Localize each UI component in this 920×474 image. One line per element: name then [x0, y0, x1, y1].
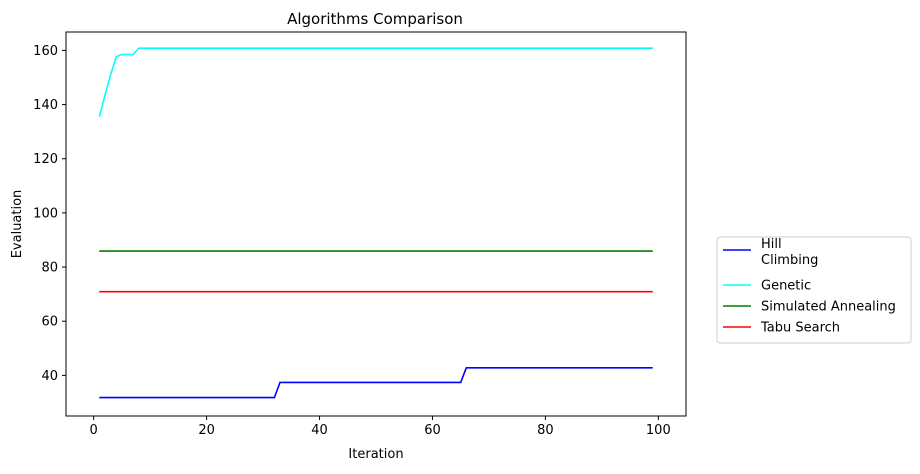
- x-tick-label: 80: [537, 423, 554, 438]
- x-tick-label: 0: [90, 423, 98, 438]
- chart-title: Algorithms Comparison: [287, 10, 463, 28]
- y-tick-label: 120: [33, 152, 58, 167]
- x-tick-label: 100: [646, 423, 671, 438]
- x-tick-label: 60: [424, 423, 441, 438]
- legend-label-tabu-search: Tabu Search: [760, 321, 840, 336]
- y-tick-label: 60: [41, 315, 58, 330]
- y-axis: 40 60 80 100 120 140 160: [33, 44, 66, 384]
- plot-area: [65, 31, 687, 417]
- series-layer: [98, 47, 653, 399]
- x-axis-label: Iteration: [348, 447, 403, 462]
- legend-label-genetic: Genetic: [761, 279, 811, 294]
- axes-frame: [65, 31, 687, 417]
- y-axis-label: Evaluation: [10, 190, 25, 259]
- y-tick-label: 100: [33, 206, 58, 221]
- x-tick-label: 20: [198, 423, 215, 438]
- y-tick-label: 40: [41, 369, 58, 384]
- legend-frame: [716, 236, 912, 344]
- y-tick-label: 140: [33, 98, 58, 113]
- series-line-genetic: [98, 47, 653, 118]
- y-tick-label: 160: [33, 44, 58, 59]
- legend-label-hill-climbing: Hill Climbing: [761, 237, 818, 268]
- legend: Hill Climbing Genetic Simulated Annealing Ta…: [716, 236, 912, 344]
- x-tick-label: 40: [311, 423, 328, 438]
- x-axis: 0 20 40 60 80 100: [90, 416, 671, 438]
- legend-label-line: Hill: [761, 237, 782, 252]
- y-tick-label: 80: [41, 261, 58, 276]
- legend-label-simulated-annealing: Simulated Annealing: [761, 300, 896, 315]
- legend-label-line: Climbing: [761, 253, 818, 268]
- series-line-hill-climbing: [99, 366, 653, 399]
